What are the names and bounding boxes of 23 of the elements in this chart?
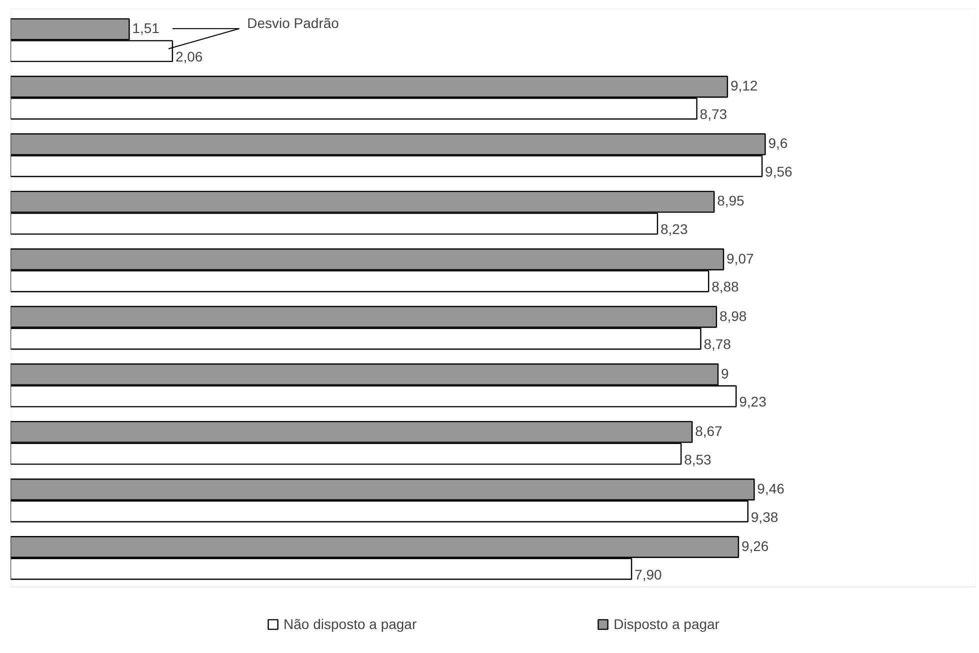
data-label: 9,56 bbox=[765, 164, 793, 180]
data-label: 1,51 bbox=[132, 20, 160, 36]
data-label: 8,98 bbox=[719, 308, 747, 324]
data-label: 8,78 bbox=[704, 336, 732, 352]
data-label: 8,67 bbox=[695, 422, 723, 439]
data-label: 7,90 bbox=[634, 566, 662, 582]
legend-label: Disposto a pagar bbox=[614, 616, 720, 632]
data-label: 9 bbox=[721, 365, 730, 382]
data-label: 9,23 bbox=[739, 394, 767, 410]
data-label: 9,6 bbox=[768, 135, 788, 152]
data-label: 9,46 bbox=[757, 480, 785, 496]
data-label: 9,26 bbox=[741, 538, 769, 554]
data-label: 8,73 bbox=[700, 106, 728, 122]
annotation: Desvio Padrão bbox=[247, 14, 340, 31]
data-label: 8,95 bbox=[717, 192, 745, 209]
data-label: 8,23 bbox=[660, 221, 688, 238]
legend-label: Não disposto a pagar bbox=[284, 616, 417, 632]
data-label: 8,53 bbox=[684, 451, 712, 468]
data-label: 2,06 bbox=[175, 48, 203, 65]
data-label: 8,88 bbox=[712, 278, 740, 295]
data-label: 9,38 bbox=[750, 508, 778, 525]
data-label: 9,12 bbox=[730, 78, 758, 94]
data-label: 9,07 bbox=[726, 250, 754, 266]
